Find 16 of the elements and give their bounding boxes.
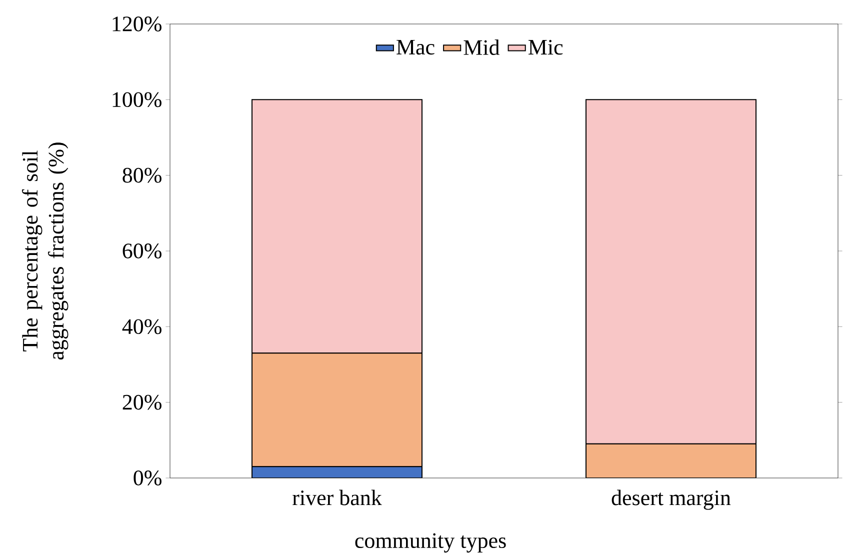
legend-label: Mic — [528, 40, 563, 55]
y-tick-label: 20% — [122, 394, 162, 410]
x-axis-title: community types — [355, 533, 506, 553]
x-tick-label: river bank — [292, 490, 382, 506]
y-tick-label: 40% — [122, 319, 162, 334]
y-axis-title: The percentage of soil aggregates fractions (%) — [22, 142, 68, 360]
y-tick-label: 80% — [122, 168, 162, 183]
y-tick-label: 0% — [134, 470, 162, 486]
legend-label: Mac — [396, 40, 434, 55]
y-tick-label: 60% — [122, 244, 162, 258]
x-tick-label: desert margin — [612, 490, 731, 510]
bar — [252, 352, 422, 468]
y-tick-label: 100% — [112, 92, 162, 108]
legend-label: Mid — [464, 40, 500, 56]
y-tick-label: 120% — [112, 16, 162, 32]
bar — [586, 443, 756, 478]
